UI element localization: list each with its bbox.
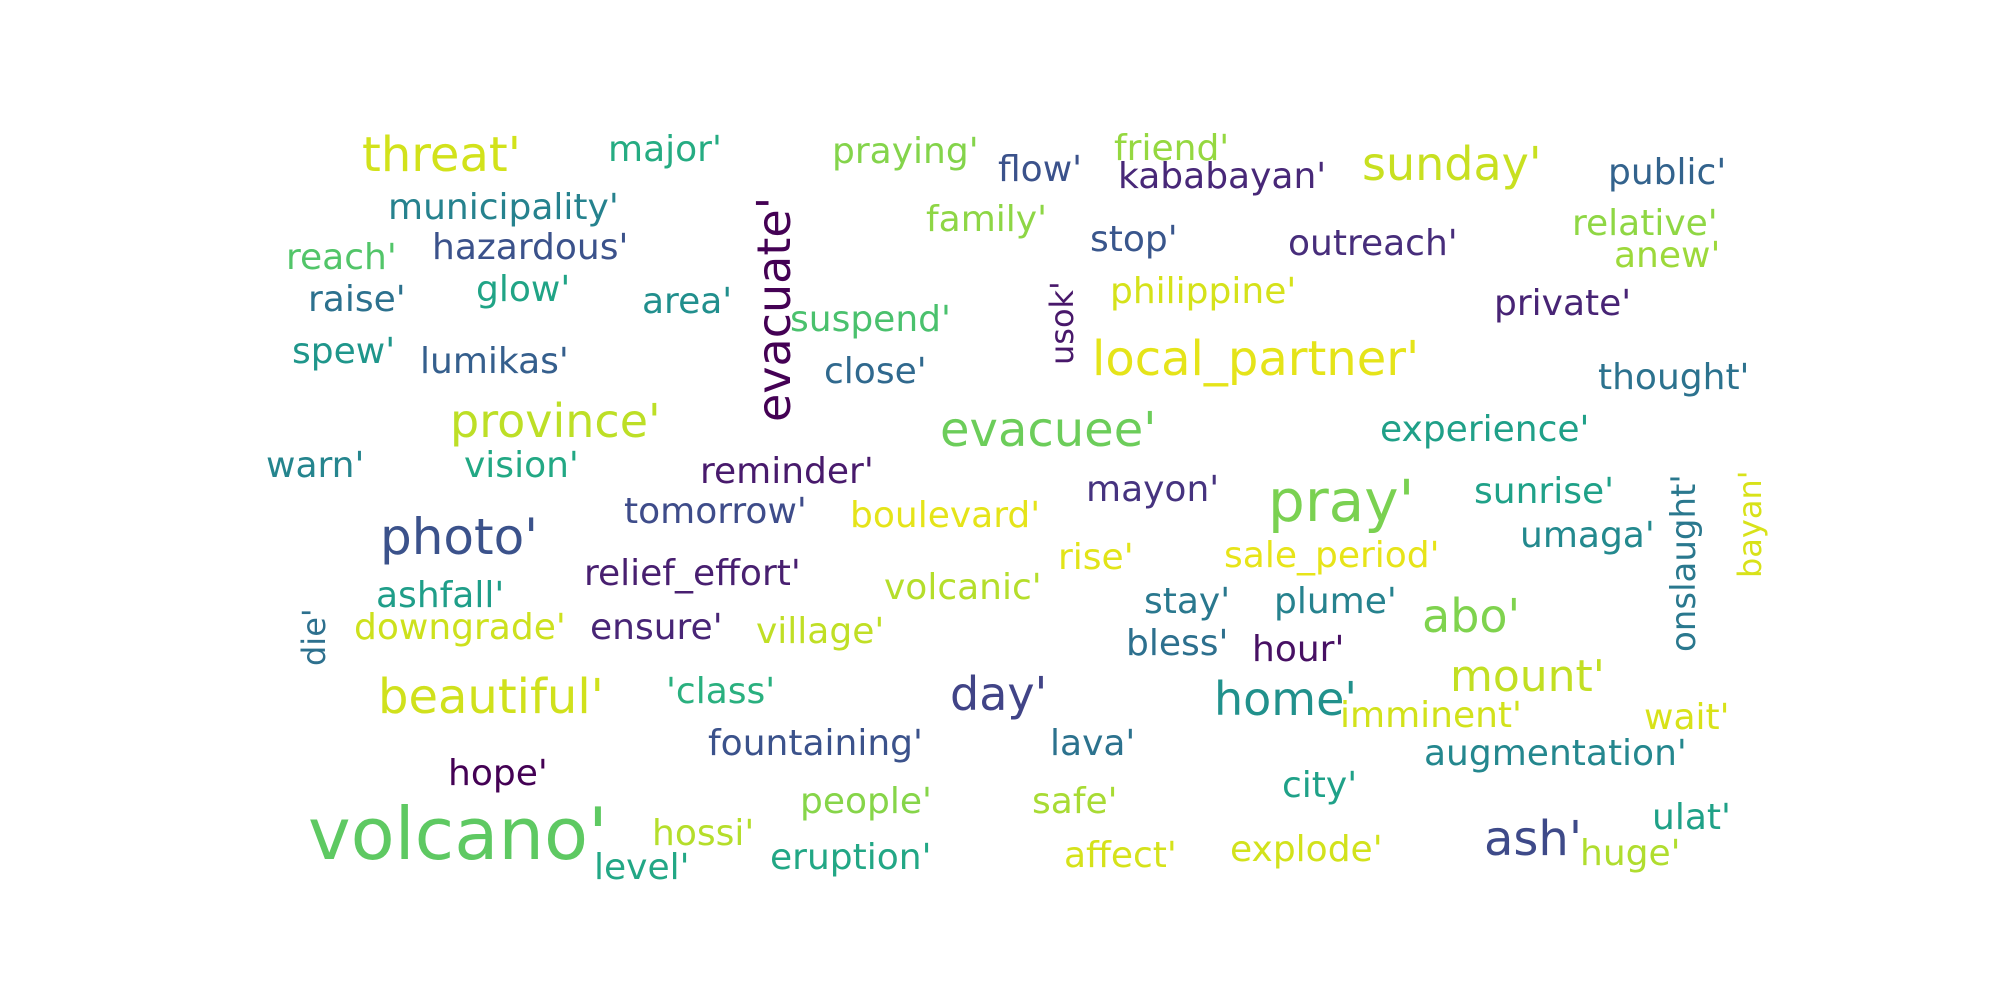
word-hazardous: hazardous' — [432, 227, 629, 268]
word-volcano: volcano' — [308, 792, 608, 876]
word-relief-effort: relief_effort' — [584, 553, 801, 594]
word-fountaining: fountaining' — [708, 723, 923, 764]
word-rise: rise' — [1058, 537, 1134, 578]
word-eruption: eruption' — [770, 837, 932, 878]
word-stop: stop' — [1090, 219, 1178, 260]
word-ashfall: ashfall' — [376, 575, 505, 616]
word-day: day' — [950, 667, 1048, 721]
word-reach: reach' — [286, 237, 397, 278]
word-flow: flow' — [998, 149, 1083, 190]
word-boulevard: boulevard' — [850, 495, 1041, 536]
word-suspend: suspend' — [790, 299, 951, 340]
word-safe: safe' — [1032, 781, 1118, 822]
word-experience: experience' — [1380, 409, 1590, 450]
word-raise: raise' — [308, 279, 406, 320]
word-threat: threat' — [362, 127, 521, 183]
word-abo: abo' — [1422, 589, 1521, 643]
word-ulat: ulat' — [1652, 797, 1731, 838]
word-volcanic: volcanic' — [884, 567, 1042, 608]
word-city: city' — [1282, 765, 1358, 806]
word-stay: stay' — [1144, 581, 1231, 622]
word-province: province' — [450, 394, 661, 448]
word-augmentation: augmentation' — [1424, 733, 1687, 774]
word-outreach: outreach' — [1288, 223, 1458, 264]
word-ensure: ensure' — [590, 607, 723, 648]
word-sale-period: sale_period' — [1224, 535, 1440, 576]
word-bayan: bayan' — [1731, 470, 1769, 578]
word-reminder: reminder' — [700, 451, 874, 492]
word-tomorrow: tomorrow' — [624, 491, 807, 532]
word-huge: huge' — [1580, 833, 1681, 874]
word-thought: thought' — [1598, 357, 1750, 398]
word-people: people' — [800, 781, 932, 822]
word-glow: glow' — [476, 269, 571, 310]
word-municipality: municipality' — [388, 187, 619, 228]
word-kababayan: kababayan' — [1118, 156, 1327, 197]
word-local-partner: local_partner' — [1092, 331, 1420, 387]
word-photo: photo' — [380, 508, 538, 566]
word-pray: pray' — [1268, 467, 1415, 535]
word-level: level' — [594, 847, 690, 888]
word-sunday: sunday' — [1362, 137, 1542, 191]
word-hour: hour' — [1252, 629, 1345, 670]
word-area: area' — [642, 281, 733, 322]
word-warn: warn' — [266, 445, 365, 486]
word-usok: usok' — [1043, 281, 1081, 365]
word-ash: ash' — [1484, 811, 1583, 867]
word-vision: vision' — [464, 445, 579, 486]
word-beautiful: beautiful' — [378, 669, 604, 725]
word-evacuee: evacuee' — [940, 402, 1157, 458]
word-spew: spew' — [292, 331, 396, 372]
word-hossi: hossi' — [652, 813, 755, 854]
word-hope: hope' — [448, 753, 548, 794]
word-relative: relative' — [1572, 203, 1718, 244]
word-friend: friend' — [1114, 128, 1230, 169]
word-lava: lava' — [1050, 723, 1136, 764]
word-family: family' — [926, 199, 1048, 240]
word-praying: praying' — [832, 131, 979, 172]
word-affect: affect' — [1064, 835, 1177, 876]
word-anew: anew' — [1614, 235, 1721, 276]
word-umaga: umaga' — [1520, 515, 1655, 556]
word-wait: wait' — [1644, 697, 1730, 738]
word-bless: bless' — [1126, 623, 1229, 664]
word-explode: explode' — [1230, 829, 1383, 870]
word-mount: mount' — [1450, 651, 1605, 702]
word-close: close' — [824, 351, 927, 392]
word-mayon: mayon' — [1086, 469, 1220, 510]
word-onslaught: onslaught' — [1664, 474, 1704, 652]
word-class: 'class' — [666, 671, 776, 712]
word-private: private' — [1494, 283, 1632, 324]
word-home: home' — [1214, 672, 1358, 726]
word-die: die' — [295, 608, 333, 666]
word-plume: plume' — [1274, 581, 1397, 622]
word-public: public' — [1608, 152, 1727, 193]
word-imminent: imminent' — [1340, 695, 1522, 736]
word-major: major' — [608, 129, 722, 170]
word-philippine: philippine' — [1110, 271, 1297, 312]
word-village: village' — [756, 611, 885, 652]
word-sunrise: sunrise' — [1474, 471, 1614, 512]
word-lumikas: lumikas' — [420, 341, 569, 382]
word-downgrade: downgrade' — [354, 607, 566, 648]
